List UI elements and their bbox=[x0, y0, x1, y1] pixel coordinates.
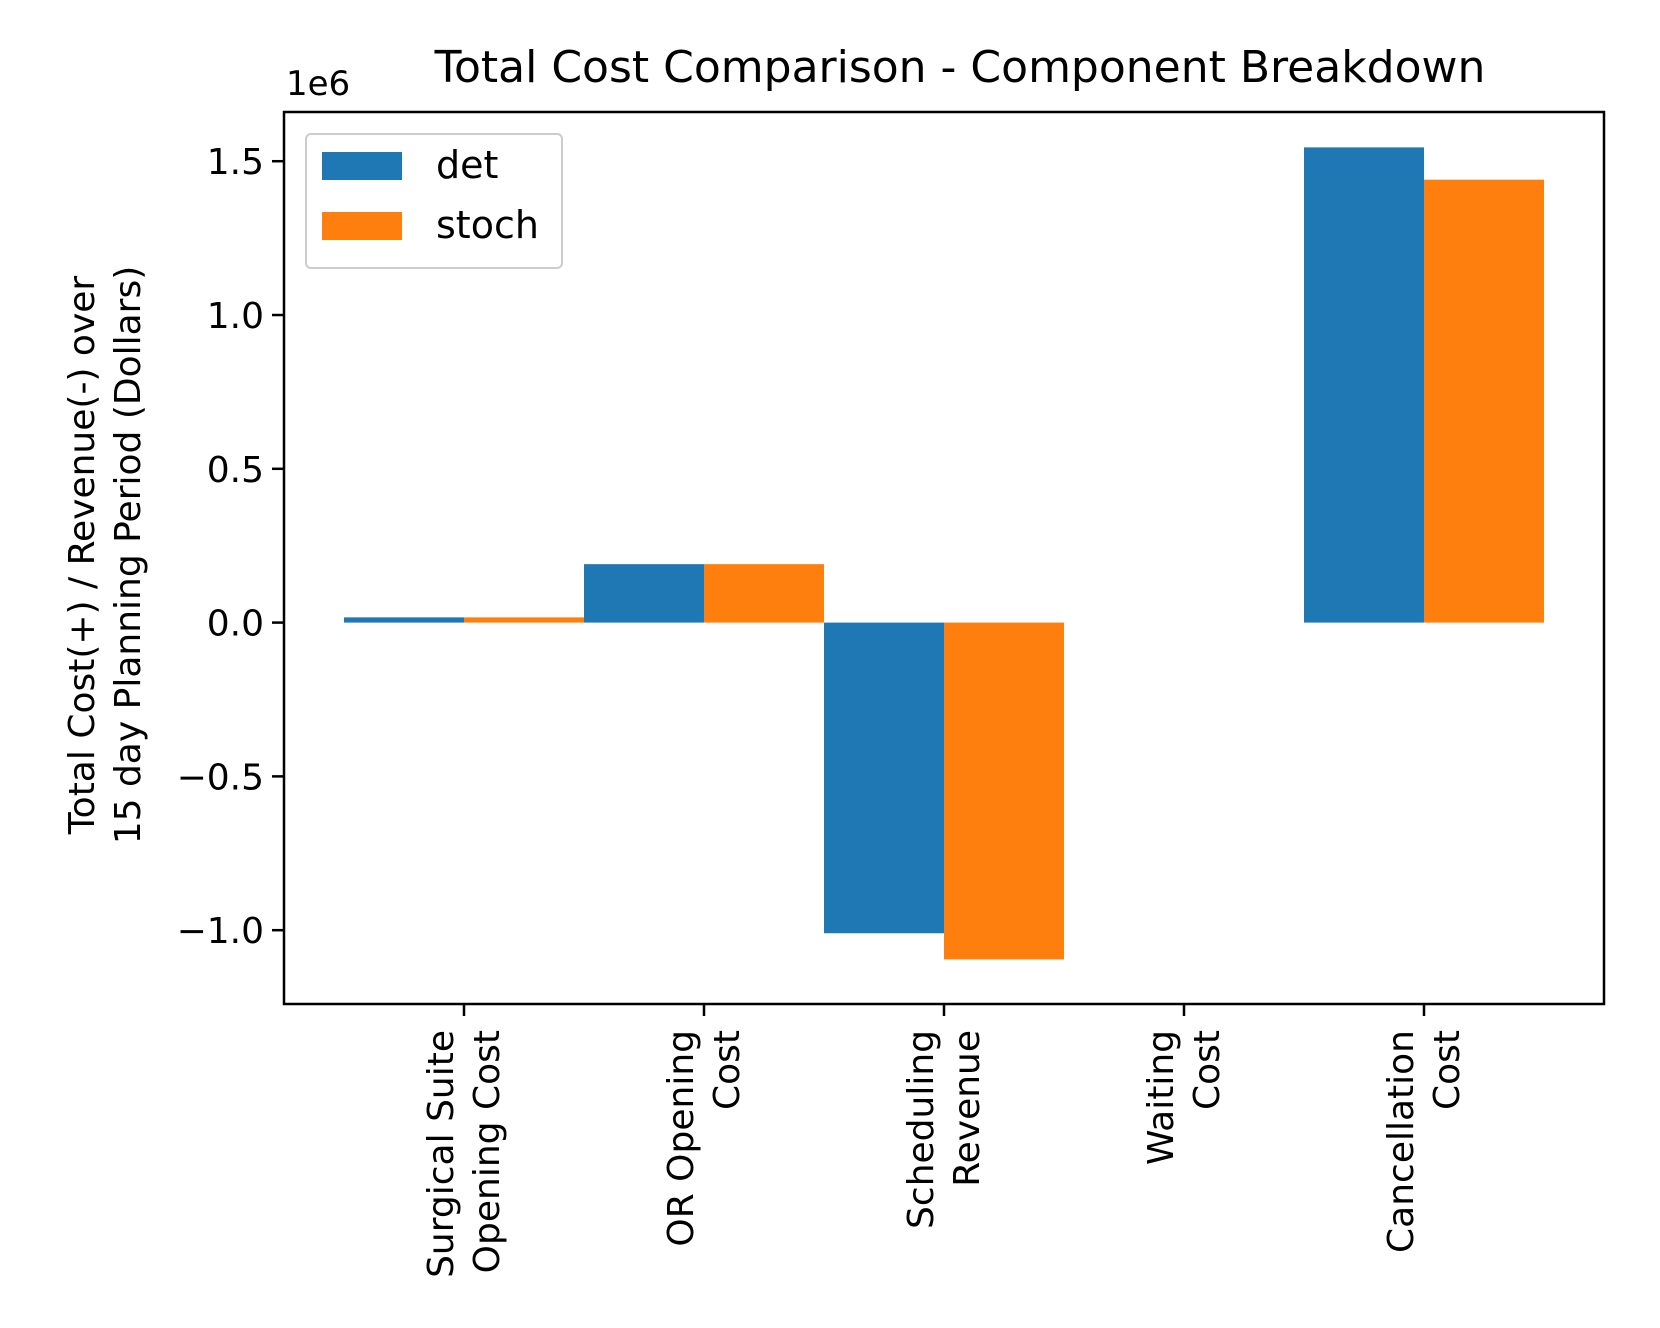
y-axis-label: Total Cost(+) / Revenue(-) over 15 day P… bbox=[62, 266, 149, 845]
y-tick-label: 0.5 bbox=[207, 450, 264, 491]
legend-swatch-stoch bbox=[322, 212, 402, 240]
legend-label-stoch: stoch bbox=[436, 203, 539, 247]
x-axis-ticks: Surgical Suite Opening Cost OR Opening Cost… bbox=[421, 1004, 1468, 1278]
y-tick-label: 1.5 bbox=[207, 142, 264, 183]
x-tick-label: Cancellation Cost bbox=[1381, 1030, 1468, 1253]
x-tick-label: Scheduling Revenue bbox=[901, 1030, 988, 1229]
x-tick-label-line: Cost bbox=[1187, 1030, 1228, 1110]
x-tick-label-line: Surgical Suite bbox=[421, 1030, 462, 1278]
x-tick-label-line: Revenue bbox=[947, 1030, 988, 1187]
bar-stoch-0 bbox=[464, 617, 584, 623]
x-tick-label-line: Cost bbox=[707, 1030, 748, 1110]
legend: det stoch bbox=[305, 133, 563, 269]
chart-title: Total Cost Comparison - Component Breakd… bbox=[434, 42, 1486, 93]
x-tick-label-line: Cancellation bbox=[1381, 1030, 1422, 1253]
legend-swatch-det bbox=[322, 152, 402, 180]
bar-det-1 bbox=[584, 564, 704, 623]
y-tick-label: 1.0 bbox=[207, 296, 264, 337]
bar-stoch-4 bbox=[1424, 179, 1544, 623]
bar-det-4 bbox=[1304, 147, 1424, 623]
y-offset-label: 1e6 bbox=[286, 64, 350, 104]
legend-label-det: det bbox=[436, 143, 498, 187]
y-axis-ticks: −1.0 −0.5 0.0 0.5 1.0 1.5 bbox=[177, 142, 284, 952]
bar-det-0 bbox=[344, 617, 464, 623]
bar-det-2 bbox=[824, 622, 944, 934]
x-tick-label-line: Waiting bbox=[1141, 1030, 1182, 1165]
plot-frame bbox=[282, 110, 1606, 1006]
bar-stoch-2 bbox=[944, 622, 1064, 960]
x-tick-label-line: Cost bbox=[1427, 1030, 1468, 1110]
x-tick-label: Waiting Cost bbox=[1141, 1030, 1228, 1165]
x-tick-label-line: OR Opening bbox=[661, 1030, 702, 1247]
x-tick-label-line: Opening Cost bbox=[467, 1030, 508, 1273]
y-tick-label: −0.5 bbox=[177, 757, 264, 798]
y-tick-label: −1.0 bbox=[177, 911, 264, 952]
x-tick-label-line: Scheduling bbox=[901, 1030, 942, 1229]
bar-stoch-1 bbox=[704, 564, 824, 623]
x-tick-label: OR Opening Cost bbox=[661, 1030, 748, 1247]
y-axis-label-line-1: Total Cost(+) / Revenue(-) over bbox=[62, 276, 103, 836]
x-tick-label: Surgical Suite Opening Cost bbox=[421, 1030, 508, 1278]
bars-layer bbox=[344, 147, 1544, 960]
y-axis-label-line-2: 15 day Planning Period (Dollars) bbox=[108, 266, 149, 845]
y-tick-label: 0.0 bbox=[207, 604, 264, 645]
